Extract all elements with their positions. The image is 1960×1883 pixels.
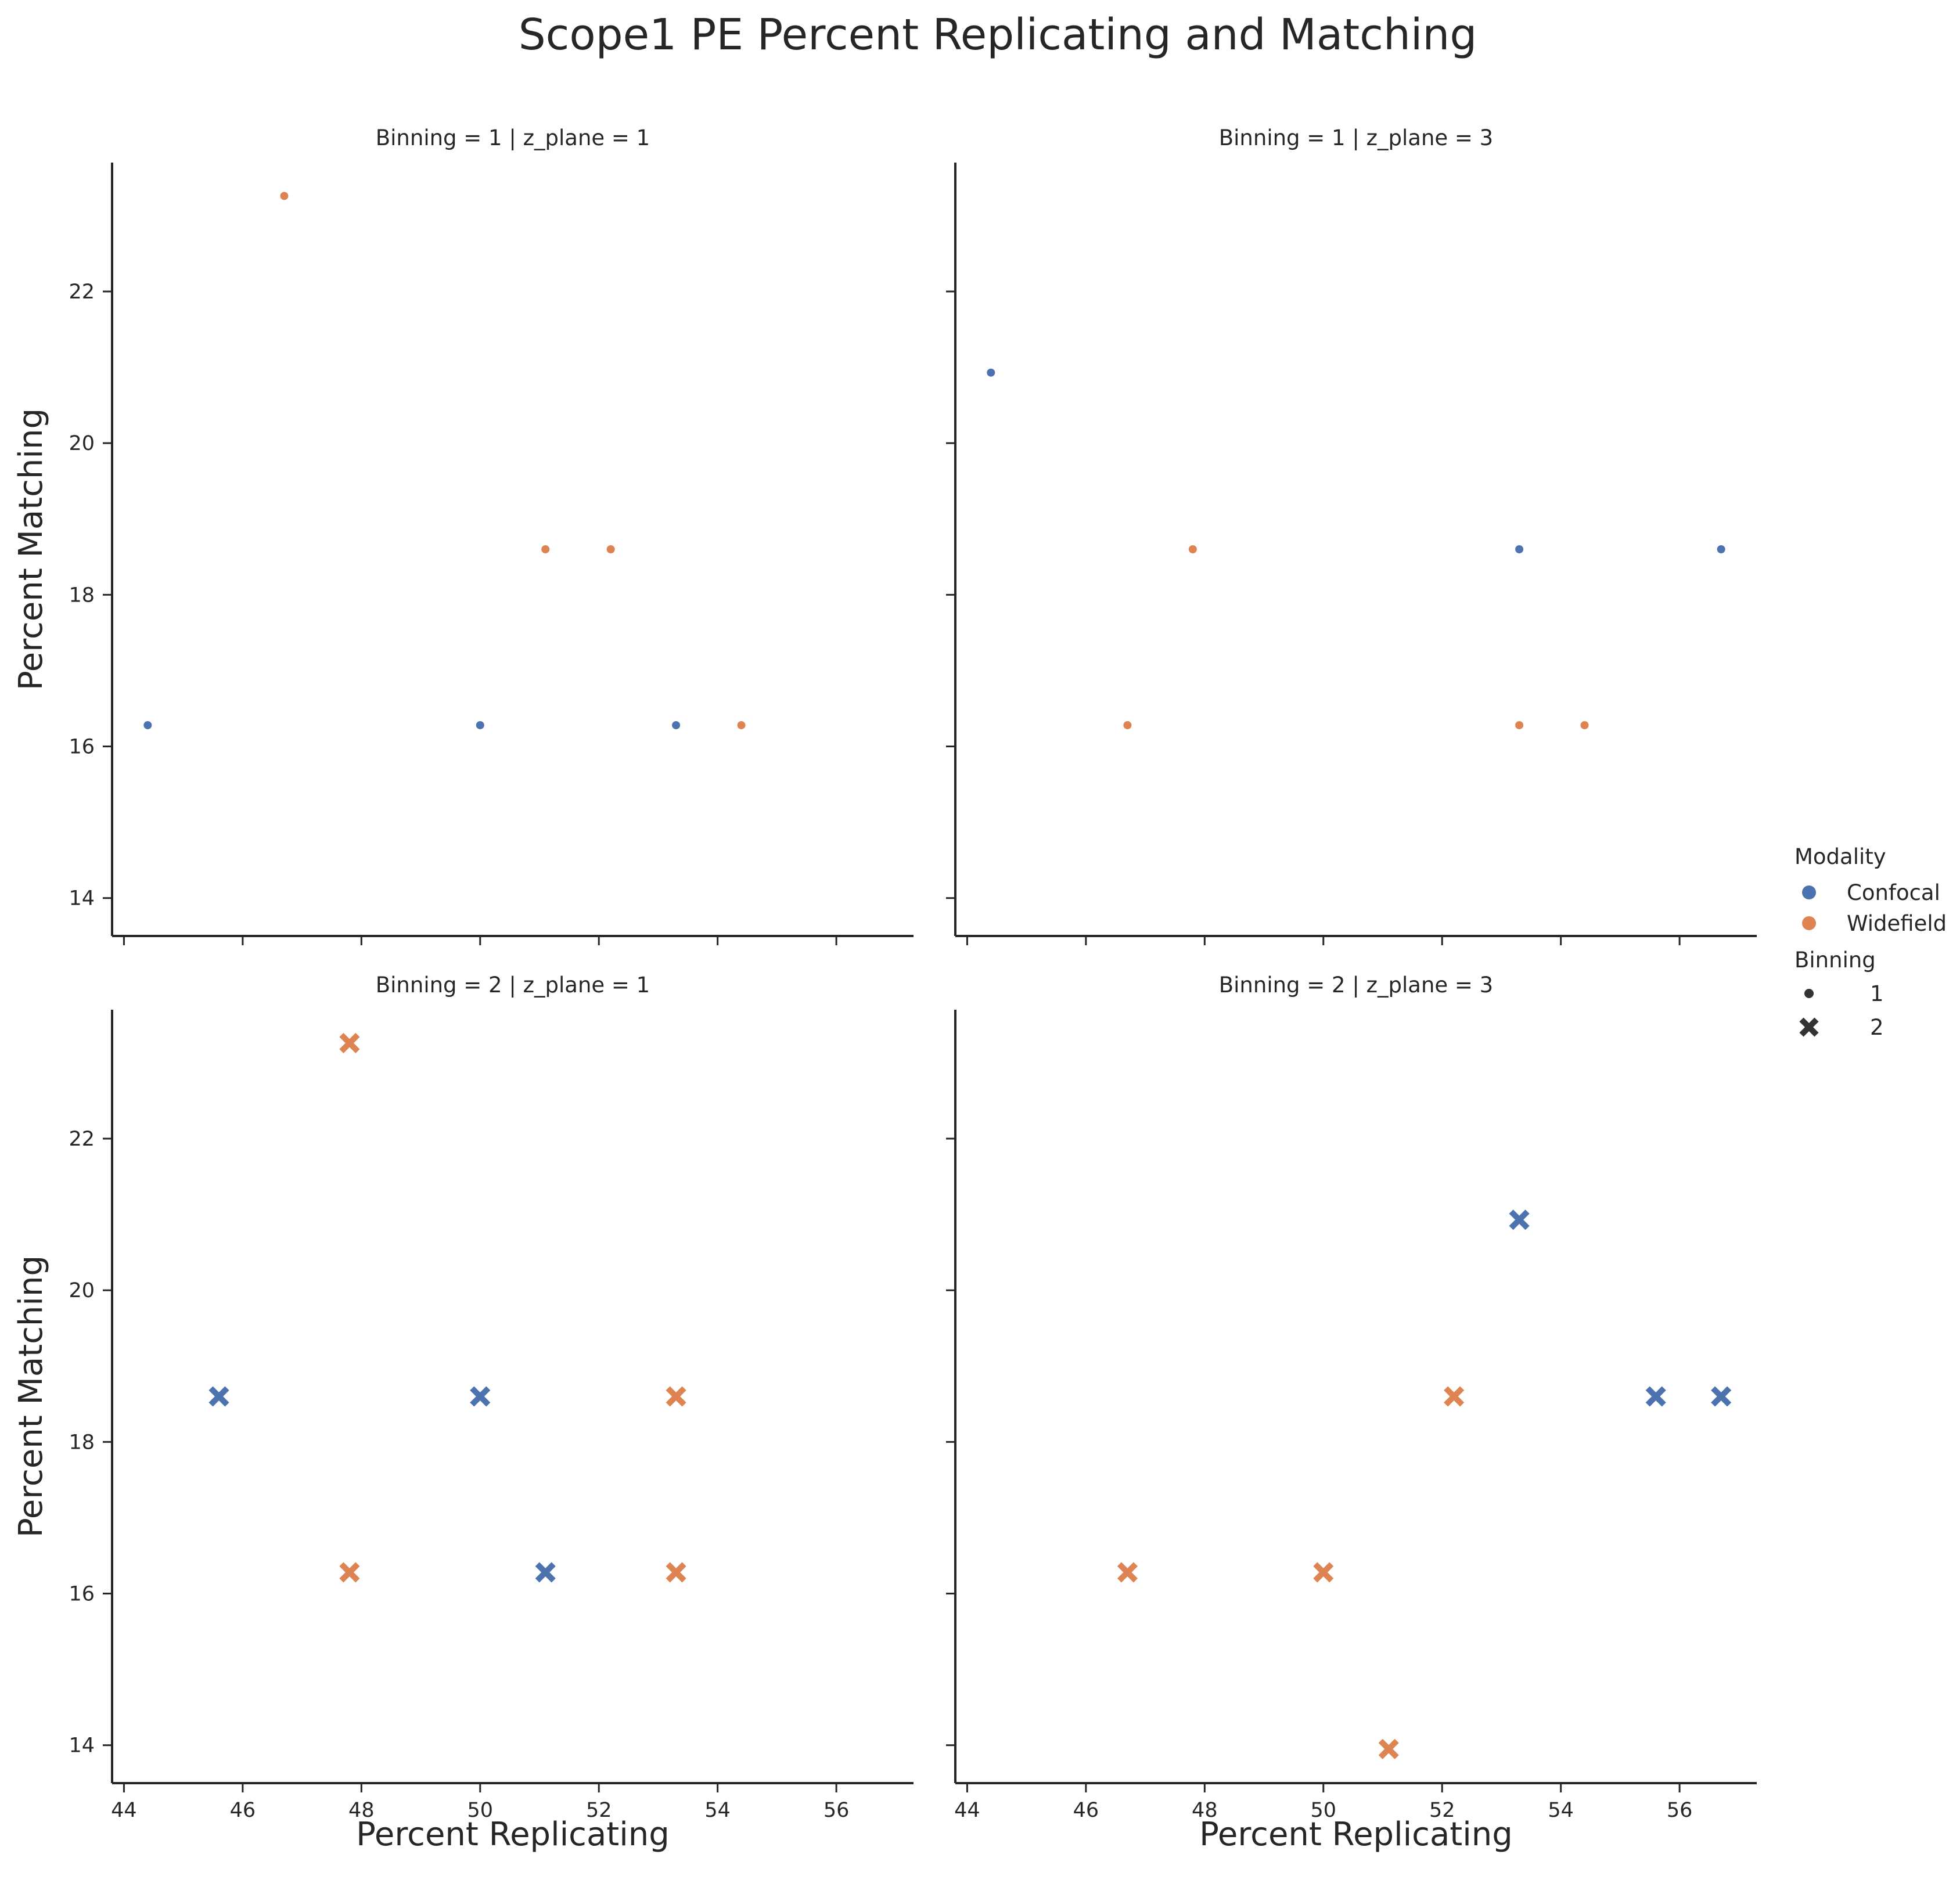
data-point (1645, 1386, 1666, 1407)
legend-marker (1799, 1017, 1819, 1037)
y-axis-label: Percent Matching (12, 1255, 50, 1538)
data-point (1444, 1386, 1465, 1407)
data-point (1716, 544, 1727, 555)
y-tick-label: 18 (69, 584, 95, 607)
data-point (474, 719, 485, 730)
x-tick-label: 52 (586, 1799, 612, 1822)
x-tick-label: 50 (1311, 1799, 1337, 1822)
y-tick-label: 14 (69, 1734, 95, 1758)
data-point (1122, 719, 1133, 730)
facet-panel: Binning = 2 | z_plane = 3 44 46 48 50 52 54 56 P… (946, 973, 1757, 1853)
legend-entry-label: Widefield (1847, 911, 1947, 936)
chart-title: Scope1 PE Percent Replicating and Matchi… (519, 10, 1477, 60)
data-point (666, 1562, 686, 1583)
x-tick-label: 56 (823, 1799, 850, 1822)
legend-entry-label: 1 (1870, 981, 1884, 1006)
data-point (1514, 719, 1525, 730)
data-point (1514, 544, 1525, 555)
data-point (666, 1386, 686, 1407)
x-tick-label: 48 (348, 1799, 375, 1822)
y-tick-label: 20 (69, 432, 95, 455)
x-tick-label: 44 (954, 1799, 980, 1822)
legend-entry-label: 2 (1870, 1015, 1884, 1040)
y-tick-label: 16 (69, 736, 95, 759)
x-tick-label: 48 (1192, 1799, 1218, 1822)
data-point (671, 719, 682, 730)
data-point (1117, 1562, 1138, 1583)
data-point (142, 719, 153, 730)
x-axis-label: Percent Replicating (356, 1816, 670, 1853)
data-point (279, 190, 290, 201)
data-point (1509, 1209, 1530, 1230)
y-tick-label: 22 (69, 280, 95, 304)
data-point (1313, 1562, 1334, 1583)
x-axis-label: Percent Replicating (1199, 1816, 1513, 1853)
x-tick-label: 54 (1548, 1799, 1574, 1822)
facet-title: Binning = 2 | z_plane = 1 (376, 973, 650, 998)
facet-panel: Binning = 2 | z_plane = 1 44 46 48 50 52 54 56 1… (12, 973, 914, 1853)
legend-marker (1802, 916, 1816, 930)
y-tick-label: 14 (69, 887, 95, 910)
x-tick-label: 54 (704, 1799, 731, 1822)
x-tick-label: 56 (1667, 1799, 1693, 1822)
x-tick-label: 46 (1073, 1799, 1099, 1822)
data-point (1711, 1386, 1732, 1407)
legend-marker (1802, 885, 1816, 899)
legend-title-modality: Modality (1794, 844, 1886, 869)
y-axis-label: Percent Matching (12, 408, 50, 690)
data-point (540, 544, 551, 555)
data-point (1579, 719, 1590, 730)
data-point (535, 1562, 556, 1583)
x-tick-label: 46 (230, 1799, 256, 1822)
y-tick-label: 16 (69, 1583, 95, 1606)
y-tick-label: 20 (69, 1279, 95, 1302)
legend-entry-label: Confocal (1847, 880, 1940, 905)
data-point (339, 1032, 360, 1053)
x-tick-label: 50 (467, 1799, 494, 1822)
y-tick-label: 18 (69, 1431, 95, 1454)
x-tick-label: 44 (111, 1799, 137, 1822)
facet-title: Binning = 1 | z_plane = 1 (376, 125, 650, 150)
data-point (208, 1386, 229, 1407)
data-point (1378, 1738, 1399, 1759)
legend-title-binning: Binning (1794, 948, 1876, 973)
data-point (470, 1386, 491, 1407)
data-point (339, 1562, 360, 1583)
data-point (986, 367, 997, 378)
data-point (605, 544, 616, 555)
y-tick-label: 22 (69, 1128, 95, 1151)
facets-layer: Binning = 1 | z_plane = 1 14 16 18 20 22 Perce… (12, 125, 1757, 1853)
x-tick-label: 52 (1429, 1799, 1455, 1822)
facet-panel: Binning = 1 | z_plane = 1 14 16 18 20 22 Perce… (12, 125, 914, 945)
facet-panel: Binning = 1 | z_plane = 3 (946, 125, 1757, 945)
facet-title: Binning = 1 | z_plane = 3 (1219, 125, 1493, 150)
legend-marker (1804, 989, 1814, 998)
data-point (736, 719, 747, 730)
facet-title: Binning = 2 | z_plane = 3 (1219, 973, 1493, 998)
legend: Modality Confocal Widefield Binning 1 2 (1794, 844, 1947, 1040)
data-point (1187, 544, 1198, 555)
